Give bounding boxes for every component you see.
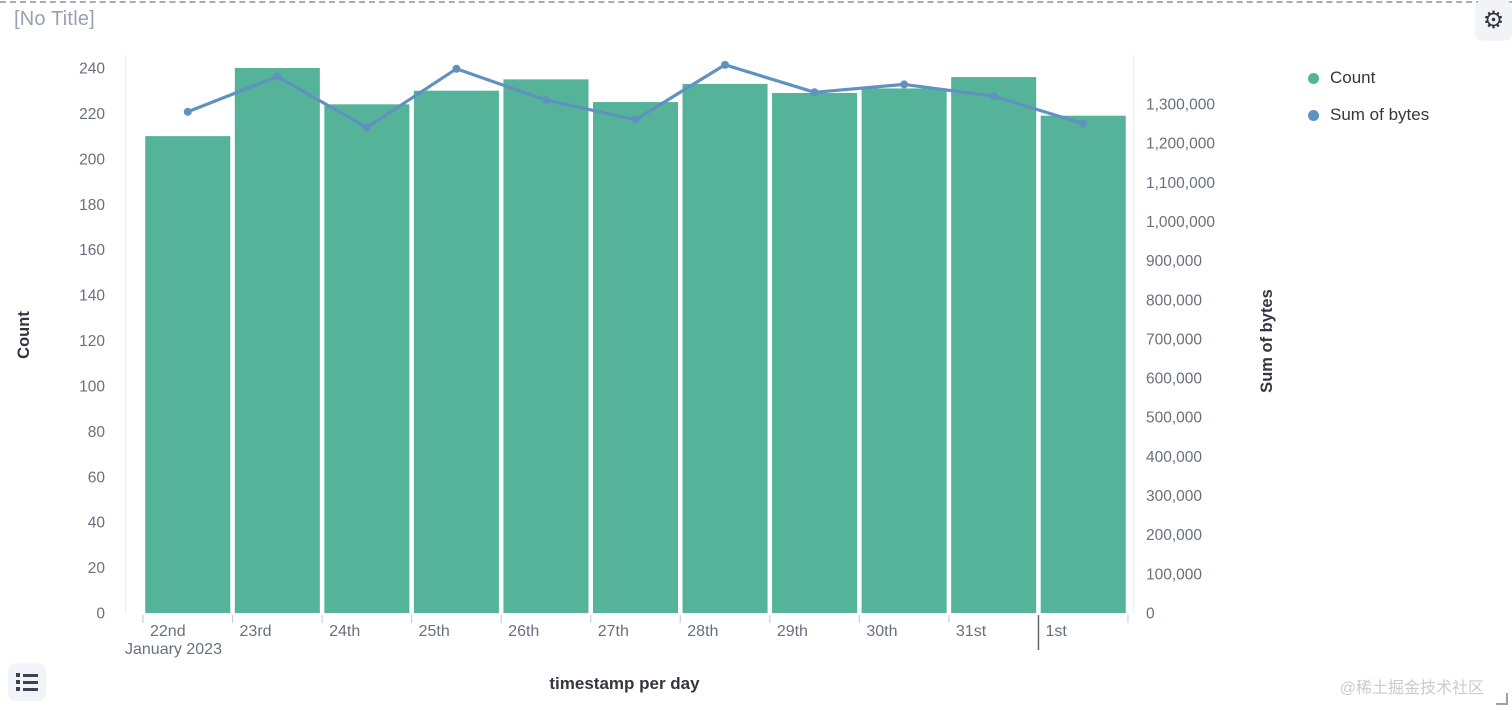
x-axis-tick-labels: 22nd 23rd 24th 25th 26th 27th 28th 29th 30th 31st… [150,623,1067,640]
panel-resize-handle-icon[interactable] [1496,693,1508,705]
svg-text:25th: 25th [419,623,450,640]
bar-28th[interactable] [682,83,768,614]
panel-settings-button[interactable]: ⚙ [1475,0,1512,41]
line-series-points [183,60,1088,132]
svg-text:22nd: 22nd [150,623,186,640]
point-29th[interactable] [810,88,819,97]
svg-text:40: 40 [88,515,106,532]
svg-text:80: 80 [88,424,106,441]
svg-text:1,300,000: 1,300,000 [1146,97,1215,114]
bar-series-count [145,68,1126,614]
bar-23rd[interactable] [234,68,320,613]
point-23rd[interactable] [273,72,282,81]
svg-text:140: 140 [79,288,105,305]
svg-text:100,000: 100,000 [1146,566,1202,583]
svg-text:600,000: 600,000 [1146,371,1202,388]
legend-label: Sum of bytes [1330,105,1430,124]
svg-text:1st: 1st [1045,623,1067,640]
svg-text:26th: 26th [508,623,539,640]
bar-1st[interactable] [1040,115,1126,613]
point-28th[interactable] [721,60,730,69]
svg-text:120: 120 [79,333,105,350]
svg-text:0: 0 [96,606,105,623]
svg-text:27th: 27th [598,623,629,640]
point-27th[interactable] [631,115,640,124]
count-series-dot-icon [1308,72,1319,84]
svg-text:20: 20 [88,560,106,577]
point-31st[interactable] [989,92,998,101]
bar-31st[interactable] [951,77,1037,614]
legend-item-sum-of-bytes[interactable]: Sum of bytes [1308,105,1429,125]
svg-text:800,000: 800,000 [1146,292,1202,309]
svg-text:1,200,000: 1,200,000 [1146,136,1215,153]
right-axis-title: Sum of bytes [1258,289,1276,393]
list-icon [16,673,38,691]
x-axis-ticks [142,615,1129,650]
bar-22nd[interactable] [145,136,231,613]
legend-item-count[interactable]: Count [1308,68,1429,88]
sum-of-bytes-series-dot-icon [1308,109,1319,121]
x-axis-title: timestamp per day [549,674,700,693]
svg-text:1,100,000: 1,100,000 [1146,175,1215,192]
left-axis-title: Count [15,311,33,359]
svg-text:30th: 30th [866,623,897,640]
point-22nd[interactable] [183,107,192,116]
svg-text:31st: 31st [956,623,987,640]
bar-26th[interactable] [503,79,589,613]
svg-text:500,000: 500,000 [1146,410,1202,427]
point-26th[interactable] [541,96,550,105]
svg-text:100: 100 [79,378,105,395]
svg-text:23rd: 23rd [240,623,272,640]
bar-25th[interactable] [413,90,499,614]
svg-text:900,000: 900,000 [1146,253,1202,270]
legend-toggle-button[interactable] [8,663,46,701]
svg-text:60: 60 [88,469,106,486]
right-axis-tick-labels: 0 100,000 200,000 300,000 400,000 500,000 600,… [1146,97,1215,623]
legend: Count Sum of bytes [1308,68,1429,125]
svg-text:300,000: 300,000 [1146,488,1202,505]
watermark: @稀土掘金技术社区 [1339,680,1484,697]
bar-24th[interactable] [324,104,410,613]
point-1st[interactable] [1079,119,1088,128]
point-30th[interactable] [900,80,909,89]
svg-text:700,000: 700,000 [1146,331,1202,348]
x-axis-month-label: January 2023 [125,641,222,658]
panel-title: [No Title] [14,8,95,30]
bar-29th[interactable] [772,92,858,613]
svg-text:160: 160 [79,242,105,259]
left-axis-tick-labels: 0 20 40 60 80 100 120 140 160 180 200 220 240 [79,61,105,623]
svg-text:180: 180 [79,197,105,214]
svg-text:24th: 24th [329,623,360,640]
svg-text:29th: 29th [777,623,808,640]
bar-30th[interactable] [861,88,947,613]
gear-icon: ⚙ [1482,6,1505,34]
svg-text:28th: 28th [687,623,718,640]
svg-text:200: 200 [79,151,105,168]
svg-text:200,000: 200,000 [1146,527,1202,544]
legend-label: Count [1330,68,1376,87]
bar-27th[interactable] [592,102,679,613]
svg-text:220: 220 [79,106,105,123]
svg-text:400,000: 400,000 [1146,449,1202,466]
point-25th[interactable] [452,64,461,73]
panel-drag-border [0,1,1512,3]
point-24th[interactable] [362,123,371,132]
svg-text:0: 0 [1146,606,1155,623]
svg-text:240: 240 [79,61,105,78]
svg-text:1,000,000: 1,000,000 [1146,214,1215,231]
